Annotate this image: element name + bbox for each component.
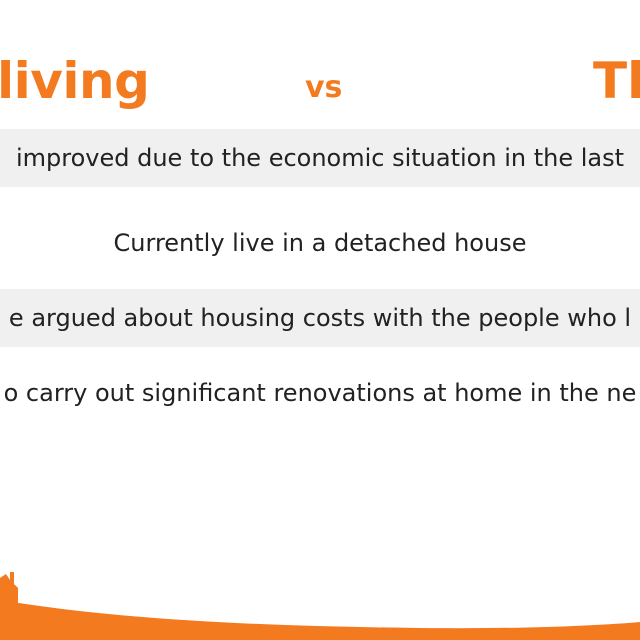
left-column-title: living — [0, 52, 150, 110]
statement-row: o carry out significant renovations at h… — [0, 364, 640, 422]
footer-skyline-decoration — [0, 572, 640, 640]
statement-text: Currently live in a detached house — [113, 229, 527, 257]
building-silhouette — [0, 572, 18, 606]
orange-wave-band — [0, 600, 640, 640]
statement-text: o carry out significant renovations at h… — [3, 379, 637, 407]
right-column-title: Th — [593, 52, 640, 110]
statement-row: improved due to the economic situation i… — [0, 129, 640, 187]
statement-row: e argued about housing costs with the pe… — [0, 289, 640, 347]
statement-text: e argued about housing costs with the pe… — [8, 304, 632, 332]
statement-row: Currently live in a detached house — [0, 214, 640, 272]
statement-text: improved due to the economic situation i… — [15, 144, 625, 172]
vs-label: vs — [305, 70, 343, 105]
